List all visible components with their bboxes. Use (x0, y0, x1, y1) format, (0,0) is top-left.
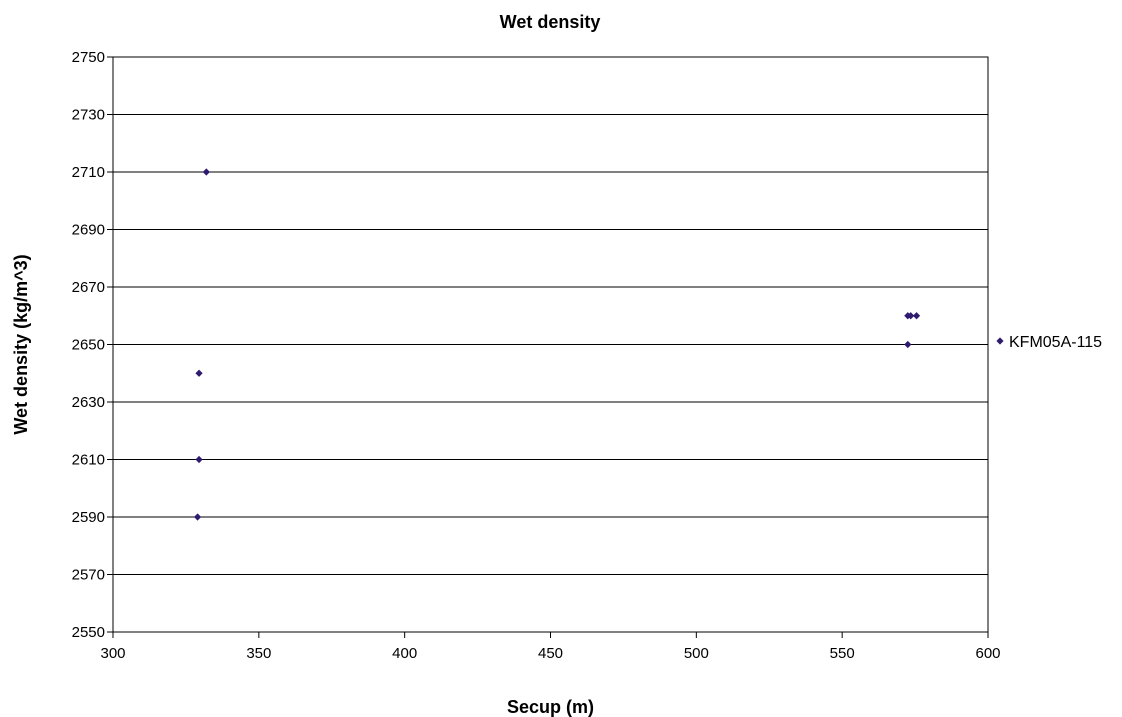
y-tick-label: 2670 (72, 279, 105, 296)
data-point (907, 312, 915, 320)
x-tick-label: 400 (392, 645, 417, 662)
y-tick-label: 2630 (72, 394, 105, 411)
y-tick-label: 2610 (72, 452, 105, 469)
data-point (193, 513, 202, 521)
data-points (193, 168, 921, 521)
data-point (202, 168, 210, 176)
data-point (912, 312, 921, 320)
grid-lines (113, 56, 988, 633)
x-axis-ticks: 300 350 400 450 500 550 600 (100, 632, 1001, 662)
x-tick-label: 500 (684, 645, 709, 662)
x-tick-label: 600 (975, 645, 1000, 662)
data-point (195, 455, 203, 464)
y-tick-label: 2710 (72, 164, 105, 181)
legend-series-label: KFM05A-115 (1009, 334, 1102, 351)
y-tick-label: 2570 (72, 567, 105, 584)
legend: KFM05A-115 (996, 334, 1102, 351)
y-tick-label: 2550 (72, 624, 105, 641)
data-point (195, 369, 203, 377)
legend-marker (996, 337, 1004, 345)
y-tick-label: 2730 (72, 107, 105, 124)
x-tick-label: 450 (538, 645, 563, 662)
x-tick-label: 550 (830, 645, 855, 662)
x-tick-label: 350 (246, 645, 271, 662)
x-tick-label: 300 (100, 645, 125, 662)
data-point (904, 340, 912, 349)
x-axis-title: Secup (m) (507, 697, 594, 717)
chart-title: Wet density (499, 12, 601, 32)
y-tick-label: 2650 (72, 337, 105, 354)
y-tick-label: 2590 (72, 509, 105, 526)
y-tick-label: 2690 (72, 222, 105, 239)
y-tick-label: 2750 (72, 49, 105, 66)
y-axis-ticks: 2550 2570 2590 2610 2630 2650 2670 2690 2710 2730… (72, 49, 113, 641)
y-axis-title: Wet density (kg/m^3) (11, 254, 31, 434)
